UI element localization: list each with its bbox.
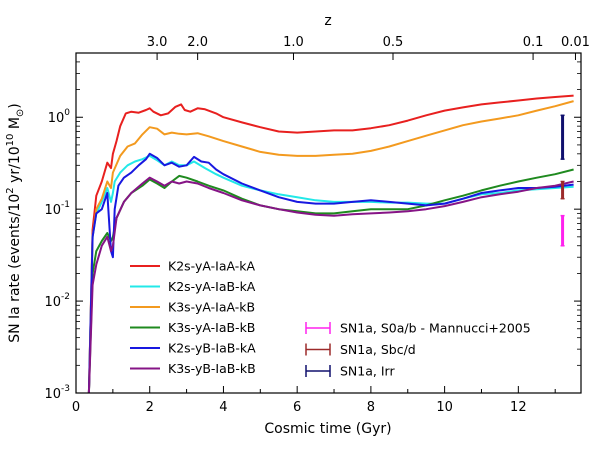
y-tick-label: 100 [48, 108, 71, 126]
z-tick-label: 0.01 [561, 35, 590, 50]
legend-label-2: K3s-yA-IaA-kB [168, 300, 255, 315]
y-tick-exp: 0 [64, 108, 70, 118]
series-line-4 [87, 152, 574, 393]
series-line-2 [87, 100, 574, 393]
observation-layer [560, 114, 565, 247]
y-axis-label: SN Ia rate (events/102 yr/1010 M⊙) [5, 103, 26, 343]
y-tick-base: 10 [44, 203, 61, 218]
series-line-5 [87, 176, 574, 393]
series-line-0 [87, 94, 574, 393]
top-z-axis: 3.0 2.0 1.0 0.5 0.1 0.01 [147, 35, 590, 60]
legend-obs-label-1: SN1a, Sbc/d [340, 342, 416, 357]
legend-label-0: K2s-yA-IaA-kA [168, 259, 256, 274]
legend-label-3: K3s-yA-IaB-kB [168, 320, 255, 335]
y-label-part: ) [7, 103, 23, 108]
y-tick-exp: -2 [61, 292, 70, 302]
y-tick-label: 10-2 [44, 292, 70, 310]
y-tick-exp: -3 [61, 384, 70, 394]
legend-observations: SN1a, S0a/b - Mannucci+2005 SN1a, Sbc/d SN… [305, 321, 531, 379]
x-tick-label: 12 [510, 400, 527, 415]
x-tick-label: 0 [72, 400, 80, 415]
z-tick-label: 0.5 [383, 35, 404, 50]
x-tick-label: 6 [293, 400, 301, 415]
series-layer [87, 94, 574, 393]
z-tick-label: 1.0 [283, 35, 304, 50]
x-tick-label: 2 [146, 400, 154, 415]
top-axis-label: z [324, 13, 331, 29]
plot-frame [75, 52, 582, 394]
legend-label-5: K3s-yB-IaB-kB [168, 361, 256, 376]
z-tick-label: 2.0 [187, 35, 208, 50]
z-tick-label: 0.1 [523, 35, 544, 50]
y-label-part: SN Ia rate (events/10 [7, 194, 23, 343]
z-tick-label: 3.0 [147, 35, 168, 50]
x-axis-label: Cosmic time (Gyr) [264, 421, 391, 437]
x-axis: 0 2 4 6 8 10 12 [72, 386, 556, 415]
legend-label-1: K2s-yA-IaB-kA [168, 279, 256, 294]
y-tick-base: 10 [44, 387, 61, 402]
y-label-sup: 10 [5, 134, 16, 147]
legend-models: K2s-yA-IaA-kA K2s-yA-IaB-kA K3s-yA-IaA-kB K… [130, 259, 256, 376]
y-tick-label: 10-1 [44, 200, 70, 218]
x-tick-label: 4 [219, 400, 227, 415]
legend-obs-label-2: SN1a, Irr [340, 364, 395, 379]
y-label-part: M [7, 117, 23, 134]
y-tick-exp: -1 [61, 200, 70, 210]
legend-label-4: K2s-yB-IaB-kA [168, 341, 256, 356]
y-label-sub: ⊙ [15, 109, 26, 117]
y-tick-base: 10 [44, 295, 61, 310]
y-label-sup: 2 [5, 187, 16, 193]
y-tick-label: 10-3 [44, 384, 70, 402]
y-tick-base: 10 [48, 111, 65, 126]
x-tick-label: 8 [367, 400, 375, 415]
legend-obs-label-0: SN1a, S0a/b - Mannucci+2005 [340, 321, 531, 336]
y-label-part: yr/10 [7, 146, 23, 187]
series-line-1 [87, 154, 574, 393]
x-tick-label: 10 [436, 400, 453, 415]
